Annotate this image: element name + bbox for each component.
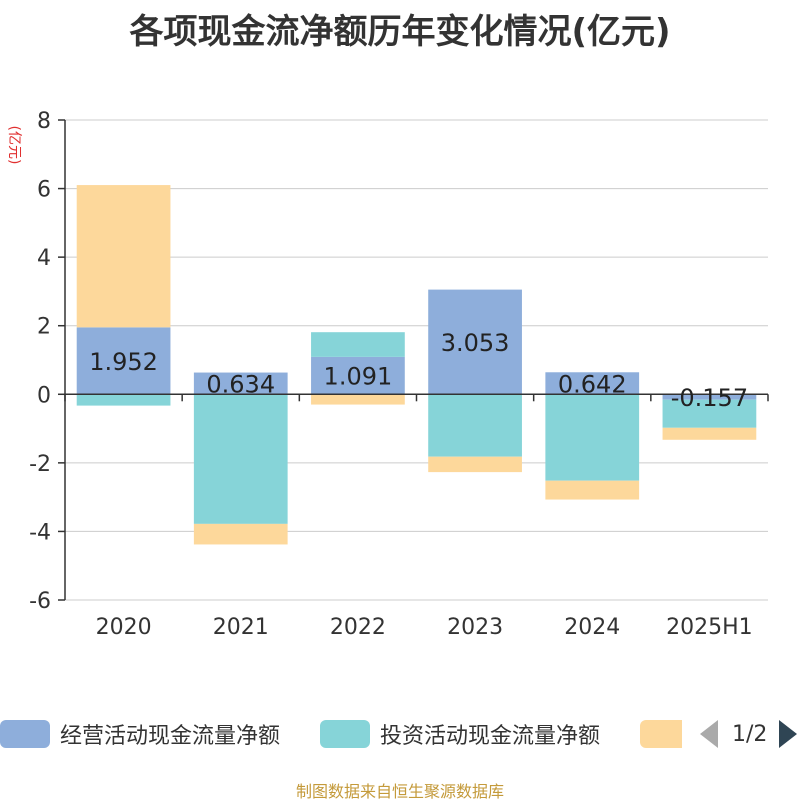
data-label: -0.157 xyxy=(671,384,748,412)
legend-swatch-operating xyxy=(0,720,50,748)
bar-0-2021 xyxy=(193,372,288,395)
chart-title: 各项现金流净额历年变化情况(亿元) xyxy=(129,12,671,52)
source-note: 制图数据来自恒生聚源数据库 xyxy=(295,782,504,801)
stacked-bar-chart: 8 6 4 2 0 -2 -4 -6 (亿元) 2020 2021 2022 2023 2024 2025H… xyxy=(6,109,769,640)
grid-lines xyxy=(65,119,768,601)
legend-label-investing: 投资活动现金流量净额 xyxy=(380,724,601,749)
legend-item-operating[interactable]: 经营活动现金流量净额 xyxy=(0,716,280,752)
y-tick-label: 2 xyxy=(37,315,51,340)
data-label: 1.091 xyxy=(324,363,393,391)
bar-0-2025H1 xyxy=(662,394,757,400)
bars xyxy=(76,185,757,545)
bar-1-2024 xyxy=(545,394,640,481)
bar-2-2025H1 xyxy=(662,427,757,440)
bar-2-2023 xyxy=(428,456,522,473)
legend-label-operating: 经营活动现金流量净额 xyxy=(60,724,281,749)
bar-0-2020 xyxy=(76,327,171,395)
bar-1-2021 xyxy=(193,394,288,524)
pager-prev-icon[interactable] xyxy=(700,720,718,748)
pager-text: 1/2 xyxy=(732,721,768,747)
x-tick-label: 2020 xyxy=(96,615,152,640)
y-tick-label: 6 xyxy=(37,178,51,203)
data-label: 0.634 xyxy=(206,370,275,398)
y-tick-label: -4 xyxy=(29,520,51,545)
bar-2-2024 xyxy=(545,480,640,500)
y-tick-label: 0 xyxy=(37,383,51,408)
legend-item-third[interactable] xyxy=(640,716,682,752)
data-labels: 1.952 0.634 1.091 3.053 0.642 -0.157 xyxy=(89,329,748,412)
data-label: 0.642 xyxy=(558,370,627,398)
bar-1-2025H1 xyxy=(662,399,757,428)
bar-1-2020 xyxy=(76,394,171,406)
y-tick-label: -6 xyxy=(29,589,51,614)
bar-2-2022 xyxy=(311,394,405,405)
legend-swatch-third xyxy=(640,720,682,748)
x-tick-label: 2021 xyxy=(213,615,269,640)
y-tick-label: 4 xyxy=(37,246,51,271)
y-tick-label: 8 xyxy=(37,109,51,134)
bar-1-2023 xyxy=(428,394,522,457)
legend-pager: 1/2 xyxy=(700,716,798,752)
y-tick-label: -2 xyxy=(29,452,51,477)
data-label: 1.952 xyxy=(89,348,158,376)
axes: 8 6 4 2 0 -2 -4 -6 (亿元) 2020 2021 2022 2023 2024 2025H… xyxy=(6,109,769,640)
legend-swatch-investing xyxy=(320,720,370,748)
x-tick-label: 2024 xyxy=(564,615,620,640)
data-label: 3.053 xyxy=(441,329,510,357)
bar-2-2021 xyxy=(193,523,288,545)
legend: 经营活动现金流量净额 投资活动现金流量净额 1/2 xyxy=(0,716,800,752)
legend-item-investing[interactable]: 投资活动现金流量净额 xyxy=(320,716,600,752)
y-axis-label: (亿元) xyxy=(6,126,22,165)
bar-2-2020 xyxy=(76,185,171,328)
x-tick-label: 2023 xyxy=(447,615,503,640)
x-tick-label: 2025H1 xyxy=(666,615,753,640)
bar-0-2022 xyxy=(311,356,405,395)
x-tick-label: 2022 xyxy=(330,615,386,640)
bar-0-2024 xyxy=(545,372,640,395)
bar-1-2022 xyxy=(311,332,405,357)
bar-0-2023 xyxy=(428,289,522,395)
pager-next-icon[interactable] xyxy=(779,720,798,748)
